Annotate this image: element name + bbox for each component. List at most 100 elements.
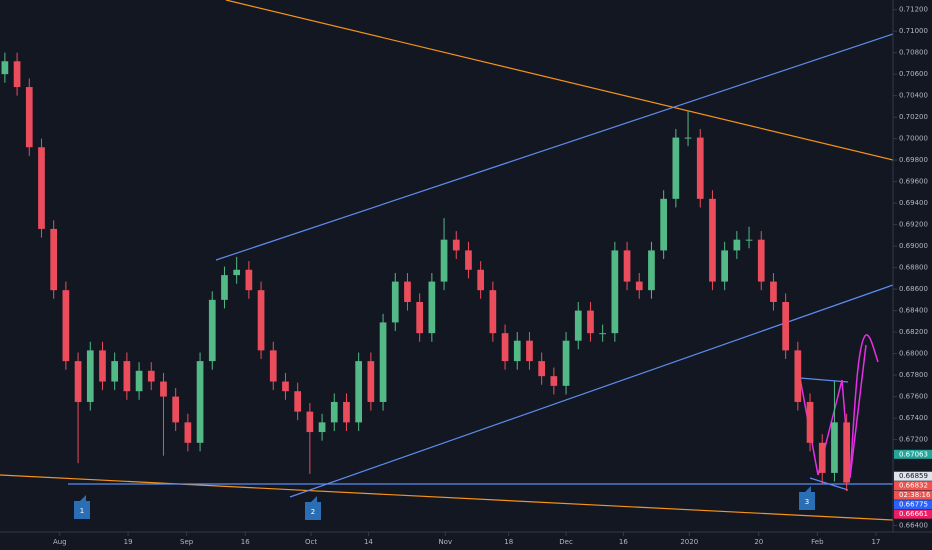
trend-line xyxy=(215,33,894,261)
trend-line xyxy=(809,477,849,491)
candle-body xyxy=(99,350,106,382)
candle-body xyxy=(465,250,472,270)
y-tick-label: 0.67800 xyxy=(899,371,928,379)
candle-body xyxy=(404,281,411,303)
y-tick-label: 0.71000 xyxy=(899,27,928,35)
candle-body xyxy=(794,350,802,402)
price-badge-label: 0.66661 xyxy=(899,510,928,518)
candle-body xyxy=(306,411,314,433)
y-tick-label: 0.67400 xyxy=(899,414,928,422)
candle-body xyxy=(684,137,692,139)
y-tick-label: 0.69400 xyxy=(899,199,928,207)
candle-body xyxy=(782,302,789,351)
x-tick-label: 2020 xyxy=(680,538,698,546)
candle-body xyxy=(294,391,302,412)
candle-body xyxy=(757,239,765,282)
candle-body xyxy=(489,290,497,334)
candle-body xyxy=(184,422,192,443)
price-badge xyxy=(894,449,932,459)
candle-body xyxy=(843,422,850,483)
candle-body xyxy=(233,269,241,276)
candle-body xyxy=(635,281,643,291)
candle-body xyxy=(62,290,70,362)
candle-body xyxy=(123,361,131,392)
candle-body xyxy=(160,381,167,397)
candle-body xyxy=(452,239,460,251)
candle-body xyxy=(25,87,33,148)
candle-body xyxy=(806,401,814,443)
y-tick-label: 0.66400 xyxy=(899,522,928,530)
countdown-badge xyxy=(894,490,932,500)
candle-body xyxy=(1,61,9,75)
y-tick-label: 0.68600 xyxy=(899,285,928,293)
candle-body xyxy=(172,396,180,423)
candle-body xyxy=(587,310,594,334)
y-tick-label: 0.69800 xyxy=(899,156,928,164)
y-tick-label: 0.67600 xyxy=(899,393,928,401)
candle-body xyxy=(269,350,277,382)
projection xyxy=(849,334,879,479)
candle-body xyxy=(135,370,143,392)
marker-flag xyxy=(74,495,90,519)
y-tick-label: 0.70000 xyxy=(899,135,928,143)
y-tick-label: 0.71200 xyxy=(899,6,928,14)
candle-body xyxy=(648,250,655,291)
y-tick-label: 0.70400 xyxy=(899,92,928,100)
candle-body xyxy=(86,350,94,402)
x-tick-label: 20 xyxy=(754,538,763,546)
candle-body xyxy=(818,442,826,473)
candle-body xyxy=(550,376,558,386)
price-badge-label: 0.67063 xyxy=(899,450,928,458)
x-tick-label: 14 xyxy=(364,538,373,546)
candle-body xyxy=(770,281,777,303)
candle-body xyxy=(831,422,838,473)
y-tick-label: 0.68000 xyxy=(899,350,928,358)
candle-body xyxy=(721,250,729,282)
price-badge xyxy=(894,481,932,491)
candle-body xyxy=(416,302,424,334)
candle-body xyxy=(745,239,753,241)
marker-label: 3 xyxy=(805,498,809,506)
candle-body xyxy=(147,370,155,382)
price-badge-label: 0.66859 xyxy=(899,472,928,480)
candle-body xyxy=(367,361,375,402)
candle-body xyxy=(257,290,265,351)
candle-body xyxy=(38,147,45,229)
candle-body xyxy=(50,228,58,291)
x-tick-label: Oct xyxy=(305,538,317,546)
candle-body xyxy=(574,310,582,341)
marker-label: 1 xyxy=(80,507,84,515)
price-badge xyxy=(894,471,932,481)
candle-body xyxy=(526,340,533,362)
countdown-label: 02:38:16 xyxy=(899,491,931,499)
x-tick-label: Dec xyxy=(559,538,573,546)
candle-body xyxy=(696,137,704,199)
candle-body xyxy=(74,361,82,402)
trend-line xyxy=(0,474,894,521)
price-badge xyxy=(894,509,932,519)
x-tick-label: 17 xyxy=(871,538,880,546)
candle-body xyxy=(501,333,509,362)
candle-body xyxy=(196,361,204,443)
trend-line xyxy=(225,0,894,161)
y-tick-label: 0.67200 xyxy=(899,436,928,444)
candle-body xyxy=(623,250,631,282)
x-tick-label: 16 xyxy=(241,538,250,546)
trend-line xyxy=(799,377,849,383)
y-tick-label: 0.70600 xyxy=(899,70,928,78)
marker-flag xyxy=(799,486,815,510)
candle-body xyxy=(477,269,485,291)
marker-label: 2 xyxy=(311,508,315,516)
candle-body xyxy=(660,198,668,251)
y-tick-label: 0.70200 xyxy=(899,113,928,121)
price-badge-label: 0.66832 xyxy=(899,482,928,490)
candle-body xyxy=(733,239,741,251)
y-tick-label: 0.68200 xyxy=(899,328,928,336)
price-badge xyxy=(894,500,932,510)
candle-body xyxy=(111,361,119,382)
candle-body xyxy=(245,269,253,291)
y-tick-label: 0.69000 xyxy=(899,242,928,250)
y-tick-label: 0.70800 xyxy=(899,49,928,57)
candle-body xyxy=(562,340,570,386)
candle-body xyxy=(672,137,680,199)
